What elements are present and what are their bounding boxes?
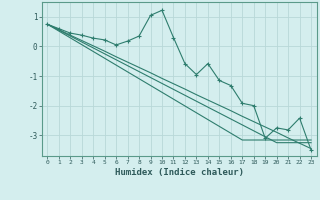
X-axis label: Humidex (Indice chaleur): Humidex (Indice chaleur) xyxy=(115,168,244,177)
